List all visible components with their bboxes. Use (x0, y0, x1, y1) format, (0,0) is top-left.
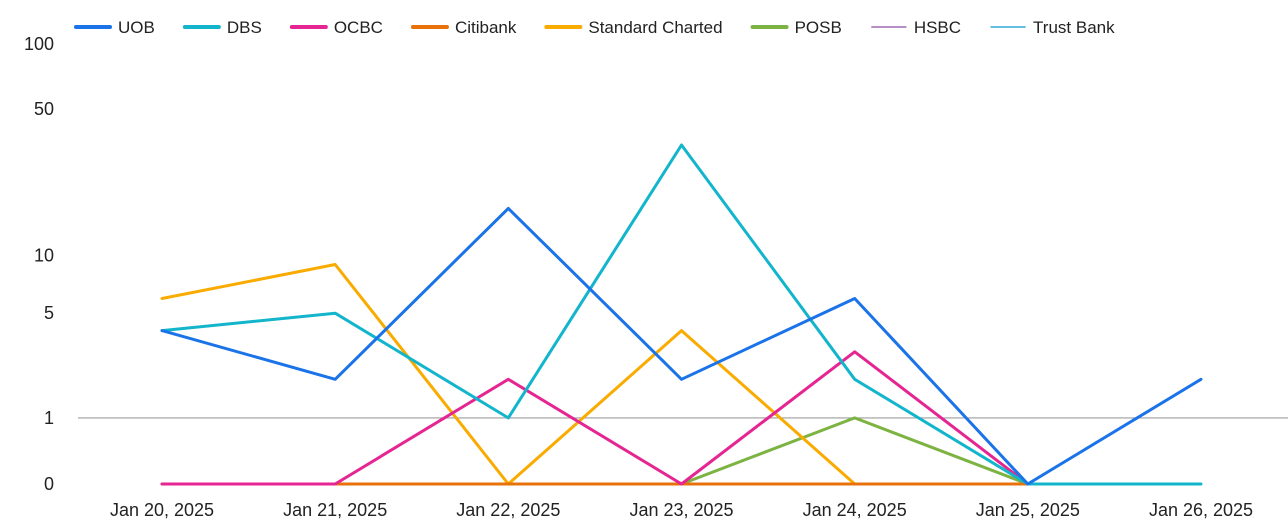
x-tick-label: Jan 21, 2025 (283, 500, 387, 520)
x-tick-label: Jan 22, 2025 (456, 500, 560, 520)
legend-item-posb[interactable]: POSB (750, 18, 842, 37)
y-tick-label: 5 (44, 303, 54, 323)
legend-label: HSBC (914, 18, 961, 37)
series-line-ocbc (160, 350, 1030, 486)
legend-item-uob[interactable]: UOB (74, 18, 155, 37)
legend-item-standard-charted[interactable]: Standard Charted (544, 18, 723, 37)
series-line-standard-charted (160, 263, 1030, 486)
x-tick-label: Jan 23, 2025 (629, 500, 733, 520)
y-tick-label: 0 (44, 474, 54, 494)
legend-item-hsbc[interactable]: HSBC (871, 18, 961, 37)
series-line-posb (160, 416, 1030, 486)
y-tick-label: 50 (34, 99, 54, 119)
legend-item-trust-bank[interactable]: Trust Bank (990, 18, 1115, 37)
legend-label: Trust Bank (1033, 18, 1115, 37)
series-line-dbs (160, 143, 1203, 486)
legend-label: Standard Charted (588, 18, 722, 37)
x-tick-label: Jan 24, 2025 (803, 500, 907, 520)
legend-item-ocbc[interactable]: OCBC (289, 18, 383, 37)
y-tick-label: 100 (24, 34, 54, 54)
legend-label: UOB (118, 18, 155, 37)
series-group (160, 143, 1203, 486)
x-tick-label: Jan 26, 2025 (1149, 500, 1253, 520)
legend: UOB DBS OCBC Citibank Standard Charted POSB HS… (74, 18, 1115, 37)
x-tick-label: Jan 25, 2025 (976, 500, 1080, 520)
series-line-uob (160, 206, 1203, 486)
y-tick-label: 1 (44, 408, 54, 428)
x-tick-label: Jan 20, 2025 (110, 500, 214, 520)
legend-item-citibank[interactable]: Citibank (410, 18, 517, 37)
y-tick-label: 10 (34, 245, 54, 265)
legend-item-dbs[interactable]: DBS (182, 18, 262, 37)
legend-label: POSB (795, 18, 842, 37)
legend-label: DBS (227, 18, 262, 37)
legend-label: OCBC (334, 18, 383, 37)
x-axis: Jan 20, 2025 Jan 21, 2025 Jan 22, 2025 Jan … (110, 500, 1253, 520)
y-axis: 0 1 5 10 50 100 (24, 34, 54, 494)
legend-label: Citibank (455, 18, 517, 37)
